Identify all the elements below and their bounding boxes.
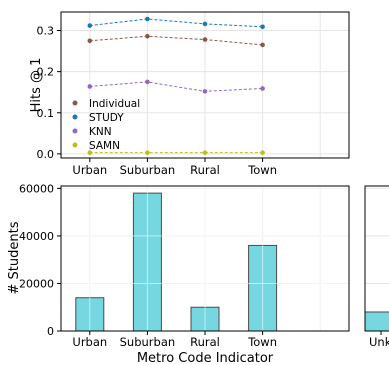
top-y-axis-label: Hits @ 1 [29,58,44,113]
point-study [260,24,265,30]
bottom-x-tick-label: Suburban [120,335,176,349]
point-knn [145,79,150,85]
side-x-axis-ticks: Unk [369,331,389,349]
legend-label-individual: Individual [89,98,140,110]
side-x-tick-label: Unk [369,335,389,349]
point-individual [145,33,150,39]
top-legend: Individual STUDY KNN SAMN [72,98,140,152]
top-x-tick-label: Rural [190,163,220,177]
point-samn [145,150,150,155]
bottom-y-tick-label: 40000 [19,230,54,243]
top-x-tick-label: Town [247,163,277,177]
top-x-tick-label: Urban [72,163,107,177]
point-knn [202,89,208,94]
top-y-tick-label: 0.1 [37,107,55,120]
top-x-axis-ticks: Urban Suburban Rural Town [72,158,277,177]
legend-label-knn: KNN [89,126,112,138]
point-individual [87,38,93,44]
side-bar-series [364,311,389,332]
unknown-bar-chart-partial: Unk [364,185,389,349]
top-y-tick-label: 0.3 [37,25,55,38]
bottom-y-tick-label: 60000 [19,182,54,195]
bottom-y-axis-ticks: 0 20000 40000 60000 [19,182,61,338]
top-series-lines [89,18,263,154]
series-line-knn [89,81,263,92]
legend-marker-knn [72,128,78,134]
series-line-individual [89,35,263,46]
legend-marker-samn [72,142,78,148]
point-samn [202,150,208,155]
series-line-study [89,18,263,28]
hits-at-1-line-chart: 0.0 0.1 0.2 0.3 Urban Suburban Rural Town Hits… [29,11,350,177]
legend-marker-study [72,114,78,120]
top-y-tick-label: 0.0 [37,148,55,161]
side-grid [365,187,389,332]
point-samn [87,150,93,155]
point-knn [260,86,265,91]
point-individual [260,42,265,48]
legend-marker-individual [72,100,78,106]
bottom-y-tick-label: 20000 [19,277,54,290]
bottom-x-axis-label: Metro Code Indicator [137,351,274,365]
point-knn [87,84,93,89]
legend-label-samn: SAMN [89,140,120,152]
bottom-y-axis-label: # Students [7,221,22,294]
bottom-x-tick-label: Urban [72,335,107,349]
top-y-axis-ticks: 0.0 0.1 0.2 0.3 [37,25,61,161]
top-series-points [87,16,265,155]
bar-unk [364,311,389,332]
top-x-tick-label: Suburban [120,163,176,177]
bottom-x-tick-label: Town [247,335,277,349]
legend-label-study: STUDY [89,112,124,124]
point-samn [260,150,265,155]
side-plot-frame [364,185,389,332]
bottom-x-tick-label: Rural [190,335,220,349]
bottom-y-tick-label: 0 [47,325,54,338]
point-study [145,16,150,22]
top-y-tick-label: 0.2 [37,66,55,79]
point-individual [202,37,208,42]
bottom-x-axis-ticks: Urban Suburban Rural Town [72,331,277,349]
point-study [202,21,208,27]
point-study [87,23,93,28]
